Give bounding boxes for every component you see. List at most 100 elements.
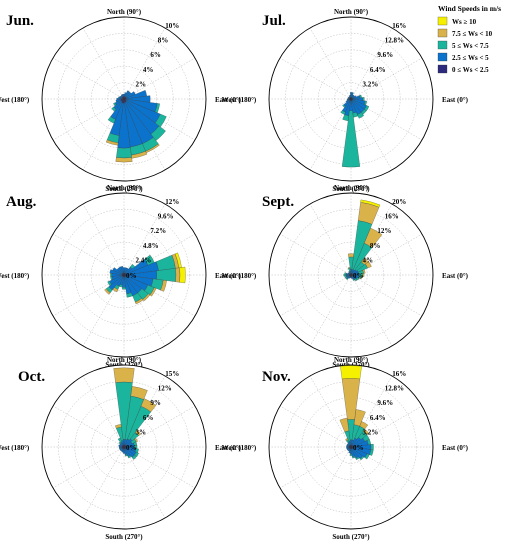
wind-rose-panel-3: 4%8%12%16%20%0%North (90°)South (270°)Ea…: [222, 184, 469, 369]
bar-segment-dir330-speed2: [155, 113, 167, 128]
ring-label: 6%: [150, 51, 161, 59]
legend-label: 5 ≤ Ws < 7.5: [452, 42, 489, 50]
west-label: West (180°): [0, 272, 30, 280]
bar-segment-dir45-speed2: [130, 263, 136, 269]
bar-segment-dir90-speed1: [349, 92, 353, 98]
south-label: South (270°): [332, 185, 370, 193]
bar-segment-dir300-speed2: [357, 112, 364, 119]
ring-label: 2.4%: [135, 256, 151, 264]
bar-segment-dir165-speed1: [118, 444, 123, 447]
concentric-gridline: [317, 241, 385, 309]
panel-title: Nov.: [262, 369, 291, 385]
bar-segment-dir30-speed1: [352, 95, 357, 99]
polar-outer-ring: [41, 192, 207, 358]
west-label: West (180°): [222, 444, 257, 452]
legend-label: 7.5 ≤ Ws < 10: [452, 30, 493, 38]
ring-label: 8%: [158, 37, 169, 45]
ring-label-zero: 0%: [126, 444, 137, 452]
bar-segment-dir105-speed3: [347, 267, 351, 269]
ring-label: 6.4%: [370, 414, 386, 422]
north-label: North (90°): [107, 184, 142, 192]
west-label: West (180°): [0, 96, 30, 104]
legend: Wind Speeds in m/s Ws ≥ 10 7.5 ≤ Ws < 10 5 …: [437, 4, 501, 74]
ring-label: 3.2%: [362, 428, 378, 436]
wind-rose-panel-5: 3.2% 6.4% 9.6% 12.8% 16% 0% North (90°) South (…: [222, 356, 469, 541]
bar-segment-dir270-speed2: [349, 453, 353, 456]
concentric-gridline: [107, 430, 141, 464]
bar-segment-dir240-speed3: [112, 287, 119, 293]
ring-label-zero: 0%: [353, 272, 364, 280]
bar-segment-dir105-speed3: [339, 417, 349, 433]
legend-label: 2.5 ≤ Ws < 5: [452, 54, 489, 62]
bar-segment-dir330-speed2: [364, 105, 370, 112]
ring-label: 7.2%: [150, 227, 166, 235]
bar-segment-dir75-speed1: [124, 92, 127, 97]
ring-label: 16%: [385, 213, 399, 221]
wind-rose-panel-2: 2.4%4.8%7.2%9.6%12%0%North (90°)South (2…: [0, 184, 242, 369]
north-label: North (90°): [334, 8, 369, 16]
bar-segment-dir30-speed2: [144, 254, 155, 266]
east-label: East (0°): [215, 272, 242, 280]
ring-label-zero: 0%: [126, 272, 137, 280]
legend-swatch: [437, 40, 448, 50]
bar-segment-dir270-speed2: [116, 147, 132, 159]
bar-segment-dir15-speed2: [359, 94, 362, 98]
concentric-gridline: [58, 209, 190, 341]
panel-title: Jul.: [262, 13, 286, 29]
ring-label: 9.6%: [377, 399, 393, 407]
wind-rose-panel-1: 3.2%6.4%9.6%12.8%16%North (90°)South (27…: [222, 8, 469, 193]
east-label: East (0°): [442, 444, 469, 452]
ring-label: 16%: [392, 370, 406, 378]
north-label: North (90°): [107, 356, 142, 364]
polar-outer-ring: [268, 192, 434, 358]
ring-label: 20%: [392, 198, 406, 206]
legend-title: Wind Speeds in m/s: [438, 4, 501, 13]
ring-label-zero: 0%: [353, 444, 364, 452]
bar-segment-dir285-speed3: [131, 151, 148, 159]
legend-swatch: [437, 52, 448, 62]
legend-label: 0 ≤ Ws < 2.5: [452, 66, 489, 74]
south-label: South (270°): [332, 533, 370, 541]
ring-label: 6%: [143, 414, 154, 422]
bar-segment-dir105-speed3: [115, 424, 122, 429]
bar-segment-dir15-speed4: [174, 252, 182, 268]
west-label: West (180°): [0, 444, 30, 452]
west-label: West (180°): [222, 96, 257, 104]
north-label: North (90°): [334, 184, 369, 192]
bar-segment-dir0-speed2: [370, 443, 374, 451]
bar-segment-dir270-speed2: [121, 287, 127, 290]
ring-label: 12%: [158, 385, 172, 393]
east-label: East (0°): [215, 96, 242, 104]
ring-label: 16%: [392, 22, 406, 30]
north-label: North (90°): [107, 8, 142, 16]
south-label: South (270°): [105, 533, 143, 541]
panel-title: Oct.: [18, 369, 45, 385]
bar-segment-dir270-speed2: [341, 110, 361, 168]
concentric-gridline: [301, 225, 401, 325]
bar-segment-dir345-speed3: [360, 276, 363, 280]
ring-label: 10%: [165, 22, 179, 30]
bar-segment-dir0-speed2: [362, 97, 365, 101]
bar-segment-dir60-speed1: [124, 90, 130, 98]
concentric-gridline: [285, 381, 417, 513]
south-label: South (270°): [105, 185, 143, 193]
ring-label: 12%: [165, 198, 179, 206]
legend-swatch: [437, 64, 448, 74]
polar-outer-ring: [268, 364, 434, 530]
bar-segment-dir270-speed3: [115, 157, 133, 163]
ring-label: 4%: [143, 66, 154, 74]
ring-label: 2%: [135, 80, 146, 88]
bar-segment-dir225-speed2: [345, 277, 349, 281]
bar-segment-dir180-speed2: [110, 273, 112, 277]
east-label: East (0°): [442, 272, 469, 280]
bar-segment-dir225-speed3: [104, 288, 111, 295]
polar-outer-ring: [41, 364, 207, 530]
concentric-gridline: [301, 49, 401, 149]
polar-outer-ring: [268, 16, 434, 182]
bar-segment-dir300-speed3: [145, 143, 160, 153]
ring-label: 4.8%: [143, 242, 159, 250]
legend-swatch: [437, 16, 448, 26]
bar-segment-dir120-speed2: [348, 271, 350, 273]
ring-label: 3.2%: [362, 80, 378, 88]
